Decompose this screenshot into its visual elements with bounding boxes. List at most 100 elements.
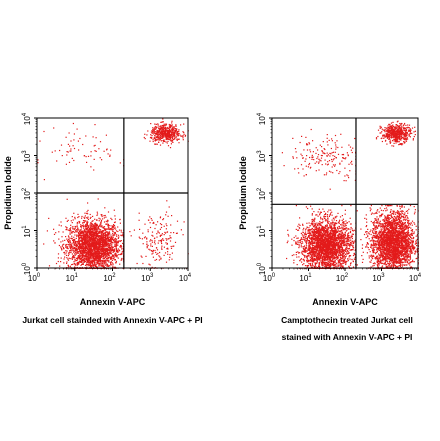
data-point <box>163 133 165 135</box>
data-point <box>74 242 76 244</box>
data-point <box>69 229 71 232</box>
data-point <box>65 250 67 252</box>
data-point <box>119 162 121 164</box>
data-point <box>65 252 67 254</box>
data-point <box>73 244 75 246</box>
data-point <box>103 241 105 243</box>
data-point <box>168 206 170 208</box>
data-point <box>155 247 158 249</box>
data-point <box>90 222 92 224</box>
data-point <box>91 228 93 230</box>
data-point <box>346 241 348 243</box>
data-point <box>78 246 80 249</box>
data-point <box>94 227 96 229</box>
data-point <box>105 242 107 244</box>
data-point <box>87 261 89 263</box>
data-point <box>164 127 166 130</box>
data-point <box>341 223 343 225</box>
data-point <box>111 226 113 228</box>
data-point <box>159 235 161 237</box>
data-point <box>95 263 97 265</box>
data-point <box>157 132 159 134</box>
data-point <box>169 256 171 258</box>
data-point <box>293 254 295 256</box>
data-point <box>86 236 88 238</box>
data-point <box>320 218 322 220</box>
data-point <box>85 241 87 244</box>
data-point <box>69 250 71 252</box>
data-point <box>167 134 169 136</box>
data-point <box>166 133 168 135</box>
data-point <box>309 229 311 231</box>
data-point <box>303 259 305 261</box>
y-tick-label: 104 <box>22 112 32 125</box>
data-point <box>110 237 112 239</box>
data-point <box>154 259 156 261</box>
data-point <box>74 240 76 242</box>
data-point <box>84 250 86 252</box>
data-point <box>175 124 177 126</box>
data-point <box>165 223 167 225</box>
data-point <box>86 161 88 163</box>
data-point <box>323 210 325 213</box>
figure-caption-line: Jurkat cell stainded with Annexin V-APC … <box>22 315 202 325</box>
data-point <box>107 247 109 250</box>
data-point <box>94 240 96 242</box>
data-point <box>97 255 99 257</box>
data-point <box>54 150 56 152</box>
data-point <box>78 262 80 264</box>
data-point <box>103 243 105 245</box>
data-point <box>157 134 159 136</box>
data-point <box>147 231 149 233</box>
data-point <box>349 231 352 234</box>
data-point <box>330 226 332 228</box>
data-point <box>88 255 90 257</box>
data-point <box>118 229 121 231</box>
data-point <box>100 265 102 267</box>
data-point <box>78 222 80 224</box>
data-point <box>162 118 164 120</box>
data-point <box>102 218 104 220</box>
data-point <box>73 240 75 242</box>
data-point <box>317 249 319 251</box>
data-point <box>110 250 112 252</box>
data-point <box>61 236 63 238</box>
data-point <box>309 229 311 231</box>
data-point <box>102 264 104 266</box>
data-point <box>162 135 164 137</box>
data-point <box>154 249 156 252</box>
data-point <box>77 250 79 252</box>
data-point <box>166 243 168 245</box>
data-point <box>110 242 112 244</box>
data-point <box>89 227 91 229</box>
data-point <box>151 231 154 233</box>
data-point <box>159 144 162 146</box>
data-point <box>150 243 152 245</box>
data-point <box>111 264 113 266</box>
data-point <box>106 263 108 265</box>
data-point <box>85 255 87 258</box>
data-point <box>63 247 65 250</box>
data-point <box>310 238 312 240</box>
data-point <box>99 229 101 231</box>
data-point <box>92 253 94 255</box>
data-point <box>37 162 39 164</box>
data-point <box>330 248 332 250</box>
data-point <box>74 216 76 218</box>
data-point <box>345 230 347 232</box>
data-point <box>106 254 108 256</box>
data-point <box>151 253 153 255</box>
data-point <box>308 229 310 231</box>
data-point <box>165 261 168 263</box>
data-point <box>113 258 115 260</box>
data-point <box>312 232 314 234</box>
data-point <box>333 227 335 229</box>
data-point <box>83 260 85 262</box>
data-point <box>334 235 336 237</box>
data-point <box>163 234 165 236</box>
data-point <box>95 242 97 244</box>
data-point <box>311 223 313 225</box>
data-point <box>340 249 342 251</box>
data-point <box>299 240 301 242</box>
data-point <box>95 234 97 236</box>
